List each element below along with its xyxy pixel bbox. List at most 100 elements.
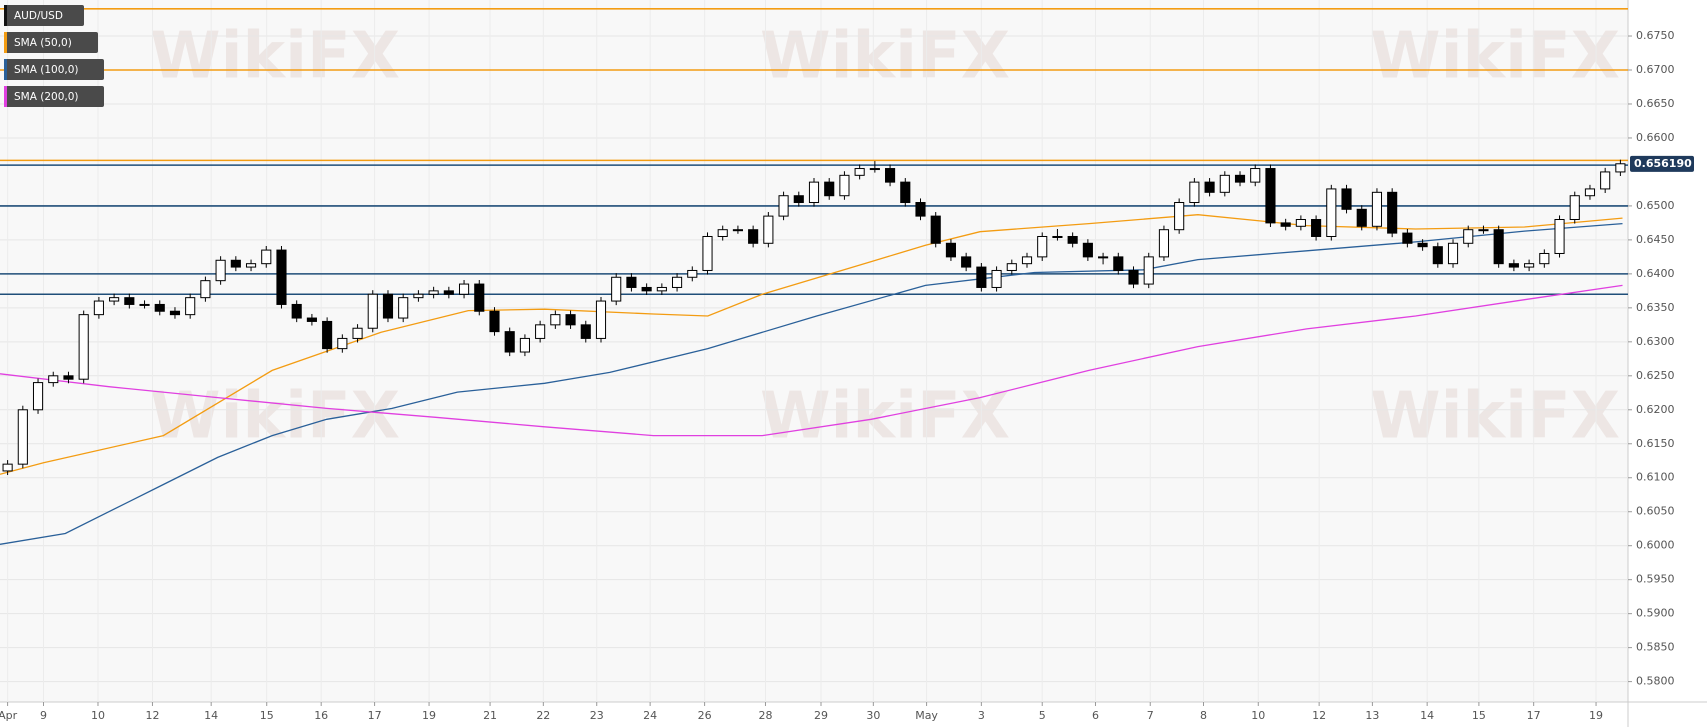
x-tick-label: May (915, 709, 938, 722)
y-tick-label: 0.6500 (1636, 199, 1675, 212)
x-tick-label: 6 (1092, 709, 1099, 722)
sma-line (0, 222, 1623, 545)
x-tick-label: 23 (590, 709, 604, 722)
candle-body (1508, 263, 1519, 268)
candle-body (717, 229, 728, 237)
y-tick-label: 0.6150 (1636, 437, 1675, 450)
candle-body (154, 303, 165, 312)
x-tick-label: 10 (1251, 709, 1265, 722)
candle-body (1356, 208, 1367, 227)
candle-body (991, 269, 1002, 288)
candle-body (230, 259, 241, 268)
x-tick-label: 17 (368, 709, 382, 722)
y-tick-label: 0.6050 (1636, 505, 1675, 518)
x-tick-label: 8 (1200, 709, 1207, 722)
x-tick-label: 22 (536, 709, 550, 722)
candle-body (1463, 229, 1474, 244)
legend-swatch (4, 32, 7, 53)
x-tick-label: 21 (483, 709, 497, 722)
candle-body (1052, 235, 1063, 238)
y-tick-label: 0.6100 (1636, 471, 1675, 484)
candle-body (1082, 242, 1093, 258)
candle-body (413, 293, 424, 299)
x-tick-label: 19 (1589, 709, 1603, 722)
candle-body (2, 463, 13, 472)
candle-body (778, 195, 789, 217)
candle-body (900, 181, 911, 204)
y-tick-label: 0.6700 (1636, 63, 1675, 76)
y-tick-label: 0.6250 (1636, 369, 1675, 382)
candle-body (976, 266, 987, 288)
candle-body (63, 375, 74, 380)
candle-body (1615, 163, 1626, 173)
last-price-tag: 0.656190 (1630, 155, 1694, 172)
candle-body (1128, 269, 1139, 285)
candle-body (124, 297, 135, 305)
candle-body (1189, 181, 1200, 204)
candle-body (291, 303, 302, 319)
y-tick-label: 0.6350 (1636, 301, 1675, 314)
legend-swatch (4, 59, 7, 80)
legend-label: SMA (200,0) (14, 91, 79, 103)
candle-body (824, 181, 835, 197)
legend-box (4, 86, 104, 107)
x-tick-label: 19 (422, 709, 436, 722)
sma-line (0, 214, 1623, 475)
candle-body (1417, 242, 1428, 248)
x-tick-label: 28 (758, 709, 772, 722)
candle-body (139, 303, 150, 306)
candle-body (245, 263, 257, 268)
candle-body (169, 310, 181, 316)
y-tick-label: 0.6450 (1636, 233, 1675, 246)
y-tick-label: 0.6400 (1636, 267, 1675, 280)
candle-body (1234, 174, 1246, 183)
legend-item: SMA (200,0) (4, 86, 104, 107)
x-tick-label: 9 (40, 709, 47, 722)
candle-body (1006, 263, 1017, 271)
candle-body (535, 324, 546, 339)
plot-background (0, 0, 1628, 702)
candle-body (398, 297, 409, 319)
candle-body (504, 331, 515, 353)
x-tick-label: 14 (204, 709, 218, 722)
candle-body (763, 215, 774, 244)
candle-body (1158, 229, 1170, 258)
x-tick-label: 7 (1147, 709, 1154, 722)
y-tick-label: 0.5900 (1636, 607, 1675, 620)
watermark: WikiFX (150, 20, 400, 94)
candle-body (641, 286, 652, 292)
candle-body (1037, 235, 1048, 258)
legend-item: AUD/USD (4, 5, 84, 26)
x-tick-label: 12 (145, 709, 159, 722)
candle-body (489, 310, 500, 333)
candle-body (611, 276, 622, 302)
watermark: WikiFX (760, 20, 1010, 94)
watermark: WikiFX (150, 380, 400, 454)
candle-body (839, 174, 850, 197)
candle-body (261, 249, 272, 265)
candle-body (1554, 219, 1565, 254)
candle-body (565, 314, 576, 326)
candle-body (869, 168, 880, 171)
legend-box (4, 5, 84, 26)
candle-body (885, 168, 896, 183)
y-tick-label: 0.6000 (1636, 539, 1675, 552)
sma-line (0, 284, 1623, 437)
x-tick-label: Apr (0, 709, 18, 722)
candle-body (1067, 235, 1078, 244)
candle-body (1295, 219, 1306, 227)
x-tick-label: 29 (814, 709, 828, 722)
candle-body (78, 314, 89, 380)
y-tick-label: 0.6600 (1636, 131, 1675, 144)
watermark: WikiFX (1370, 380, 1620, 454)
x-tick-label: 30 (866, 709, 880, 722)
x-tick-label: 3 (978, 709, 985, 722)
x-tick-label: 24 (643, 709, 657, 722)
x-tick-label: 13 (1365, 709, 1379, 722)
candle-body (443, 290, 454, 295)
x-tick-label: 5 (1039, 709, 1046, 722)
candle-body (109, 297, 120, 302)
candle-body (48, 375, 59, 384)
candle-body (458, 283, 470, 295)
candle-body (1021, 256, 1033, 265)
